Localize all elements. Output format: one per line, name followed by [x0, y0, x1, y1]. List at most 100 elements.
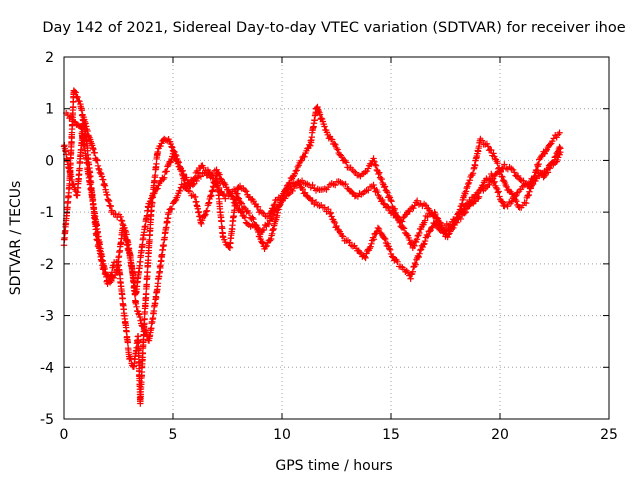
- data-point: [494, 160, 501, 167]
- data-point: [411, 259, 419, 267]
- data-point: [385, 204, 392, 211]
- data-point: [70, 181, 78, 188]
- data-point: [384, 203, 391, 210]
- data-point: [154, 185, 161, 192]
- data-point: [110, 274, 118, 282]
- data-points: [60, 87, 564, 407]
- data-point: [463, 184, 470, 192]
- data-point: [375, 225, 383, 233]
- data-point: [386, 245, 393, 252]
- data-point: [184, 178, 191, 186]
- data-point: [331, 140, 338, 148]
- data-point: [364, 165, 372, 172]
- data-point: [495, 188, 502, 195]
- data-point: [426, 228, 433, 235]
- y-tick-label: 0: [45, 153, 54, 169]
- data-point: [202, 211, 209, 218]
- data-point: [289, 187, 296, 195]
- data-point: [95, 165, 102, 172]
- data-point: [154, 148, 161, 156]
- y-axis-label: SDTVAR / TECUs: [8, 181, 24, 296]
- data-point: [432, 221, 440, 228]
- data-point: [179, 167, 186, 174]
- data-point: [498, 198, 506, 205]
- data-point: [208, 172, 215, 179]
- data-point: [117, 213, 124, 221]
- data-point: [90, 145, 97, 153]
- data-point: [301, 153, 308, 161]
- data-point: [378, 175, 385, 183]
- data-point: [327, 209, 334, 217]
- data-point: [91, 149, 98, 156]
- data-point: [205, 168, 213, 176]
- data-point: [486, 181, 493, 189]
- data-point: [321, 123, 328, 130]
- data-point: [465, 202, 472, 209]
- data-point: [198, 220, 205, 227]
- data-point: [374, 224, 382, 232]
- data-point: [67, 173, 75, 180]
- data-point: [330, 218, 338, 225]
- data-point: [391, 205, 399, 213]
- data-point: [525, 191, 532, 199]
- x-tick-label: 20: [491, 427, 509, 443]
- data-point: [222, 195, 229, 202]
- data-point: [314, 106, 322, 113]
- data-point: [404, 269, 412, 276]
- data-point: [528, 182, 535, 189]
- data-point: [94, 157, 101, 164]
- data-point: [168, 143, 175, 150]
- x-tick-label: 5: [169, 427, 178, 443]
- data-point: [189, 181, 197, 189]
- data-point: [118, 217, 126, 225]
- data-point: [334, 146, 341, 153]
- data-point: [343, 159, 350, 166]
- data-point: [318, 115, 325, 122]
- data-point: [314, 103, 321, 111]
- data-point: [557, 145, 564, 152]
- data-point: [467, 198, 474, 205]
- data-point: [165, 209, 172, 216]
- data-point: [427, 209, 435, 216]
- data-point: [107, 203, 114, 210]
- data-point: [538, 153, 545, 160]
- data-point: [399, 218, 406, 225]
- data-point: [424, 213, 431, 221]
- data-point: [220, 192, 228, 199]
- axis-ticks: [63, 56, 610, 420]
- data-point: [424, 233, 432, 240]
- x-tick-label: 25: [600, 427, 618, 443]
- data-point: [451, 217, 458, 225]
- data-point: [271, 201, 278, 208]
- x-tick-label: 0: [60, 427, 69, 443]
- data-point: [241, 186, 249, 194]
- y-tick-label: 2: [45, 50, 54, 66]
- data-point: [370, 181, 377, 189]
- data-point: [374, 188, 381, 196]
- data-point: [428, 224, 435, 231]
- data-point: [237, 199, 245, 206]
- data-point: [386, 246, 394, 254]
- data-point: [238, 200, 245, 207]
- data-point: [328, 136, 336, 143]
- data-point: [293, 167, 300, 174]
- data-point: [84, 127, 91, 135]
- data-point: [72, 89, 79, 96]
- data-point: [420, 241, 427, 248]
- series-track-b: [60, 113, 564, 344]
- data-point: [382, 235, 389, 243]
- data-point: [180, 170, 187, 178]
- data-point: [333, 222, 340, 230]
- data-point: [258, 239, 266, 246]
- data-point: [556, 143, 563, 151]
- data-point: [462, 208, 469, 216]
- data-point: [250, 215, 257, 223]
- data-point: [526, 188, 533, 195]
- data-point: [299, 185, 306, 193]
- data-point: [108, 207, 116, 214]
- data-point: [394, 258, 401, 266]
- data-point: [461, 205, 468, 213]
- data-point: [238, 209, 245, 216]
- data-point: [546, 141, 554, 148]
- data-point: [494, 189, 502, 196]
